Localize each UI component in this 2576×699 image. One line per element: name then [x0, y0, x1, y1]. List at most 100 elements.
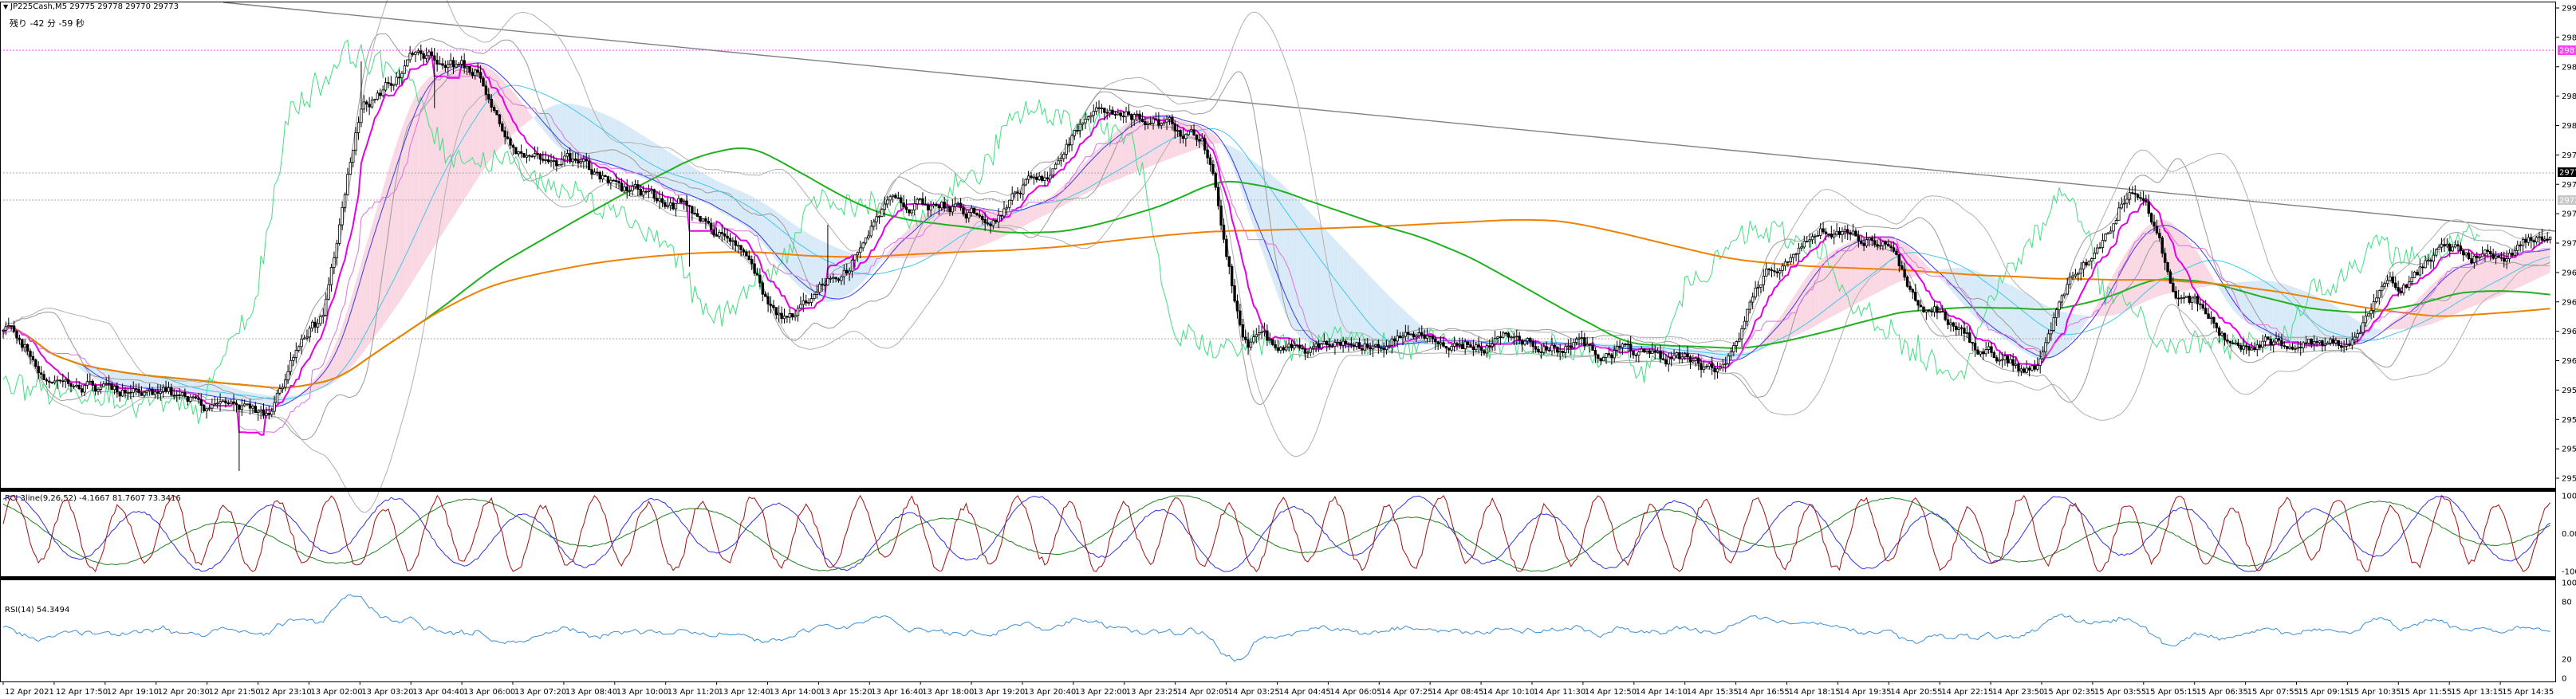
cloud-segment [464, 61, 467, 200]
candle-body [1144, 121, 1147, 125]
candle-body [1257, 332, 1261, 336]
cloud-segment [252, 392, 256, 404]
cloud-segment [434, 73, 438, 246]
candle-body [1564, 346, 1567, 353]
cloud-segment [879, 258, 882, 263]
cloud-segment [1307, 210, 1311, 344]
candle-body [1683, 353, 1687, 358]
candle-body [778, 312, 781, 316]
cloud-segment [2401, 312, 2404, 329]
cloud-segment [876, 258, 880, 267]
candle-body [1957, 327, 1960, 330]
candle-body [1843, 229, 1847, 232]
candle-body [2030, 365, 2034, 371]
candle-body [2543, 238, 2546, 241]
candle-body [183, 392, 187, 397]
candle-body [2329, 339, 2332, 344]
candle-body [2310, 339, 2314, 345]
candle-body [58, 379, 62, 382]
candle-body [265, 413, 268, 416]
candle-body [511, 144, 515, 148]
candle-body [379, 92, 382, 96]
price-panel[interactable] [0, 0, 2557, 513]
candle-body [1051, 168, 1054, 176]
cloud-segment [2197, 252, 2200, 289]
cloud-segment [1050, 194, 1054, 213]
rsi-panel[interactable] [2, 594, 2550, 662]
cloud-segment [431, 73, 435, 251]
candle-body [1512, 336, 1516, 339]
candle-body [538, 154, 542, 160]
candle-body [1344, 340, 1348, 345]
candle-body [726, 235, 729, 239]
cloud-segment [738, 190, 742, 224]
candle-body [1067, 143, 1071, 146]
candle-body [2448, 243, 2452, 252]
cloud-segment [2227, 283, 2231, 306]
candle-body [1227, 256, 1231, 267]
cloud-segment [1329, 234, 1333, 346]
candle-body [1884, 241, 1888, 245]
cloud-segment [1994, 277, 1997, 334]
cloud-segment [993, 211, 996, 242]
candle-body [780, 312, 783, 320]
candle-body [1672, 355, 1676, 359]
candle-body [590, 169, 593, 175]
candle-body [1605, 353, 1608, 358]
candle-body [1366, 344, 1369, 348]
candle-body [1591, 344, 1594, 351]
candle-body [430, 51, 434, 57]
cloud-segment [1243, 153, 1246, 203]
candle-body [232, 401, 235, 404]
cloud-segment [1386, 293, 1389, 346]
candle-body [880, 209, 884, 217]
cloud-segment [2395, 316, 2399, 330]
candle-body [1235, 300, 1239, 312]
cloud-segment [800, 229, 804, 291]
candle-body [2437, 246, 2440, 250]
candle-body [569, 153, 572, 163]
candle-body [1255, 334, 1258, 338]
cloud-segment [722, 183, 725, 214]
candle-body [2340, 345, 2343, 348]
candle-body [2421, 266, 2424, 269]
cloud-segment [79, 363, 82, 371]
candle-body [2486, 249, 2490, 252]
cloud-segment [209, 382, 212, 397]
rsi-tick-label: 0 [2562, 675, 2566, 684]
time-tick-label: 14 Apr 04:45 [1279, 688, 1331, 697]
candle-body [1723, 363, 1727, 365]
cloud-segment [1742, 352, 1745, 359]
candle-body [2540, 236, 2544, 241]
cloud-segment [1365, 270, 1368, 347]
price-tick-label: 29736 [2562, 210, 2576, 219]
candle-body [525, 155, 529, 158]
candle-body [1520, 340, 1524, 345]
candle-body [1580, 337, 1584, 340]
cloud-segment [673, 155, 676, 193]
cloud-segment [269, 395, 272, 407]
collapse-triangle-icon[interactable]: ▼ [3, 3, 9, 10]
candle-body [352, 149, 355, 163]
cloud-segment [1357, 262, 1360, 346]
candle-body [1860, 240, 1863, 244]
candle-body [2172, 282, 2175, 292]
time-tick-label: 14 Apr 23:50 [1992, 688, 2044, 697]
candle-body [517, 151, 520, 155]
candle-body [1396, 336, 1399, 342]
cloud-segment [1397, 304, 1400, 345]
time-tick-label: 13 Apr 16:40 [871, 688, 923, 697]
candle-body [546, 159, 550, 163]
candle-body [652, 189, 656, 199]
cloud-segment [2070, 313, 2073, 344]
candle-body [2315, 341, 2318, 344]
candle-body [1740, 328, 1743, 340]
rci-panel[interactable] [2, 494, 2550, 573]
candle-body [869, 226, 873, 237]
candle-body [1653, 350, 1656, 353]
cloud-segment [139, 374, 142, 389]
candle-body [487, 94, 490, 100]
candle-body [2077, 273, 2080, 275]
